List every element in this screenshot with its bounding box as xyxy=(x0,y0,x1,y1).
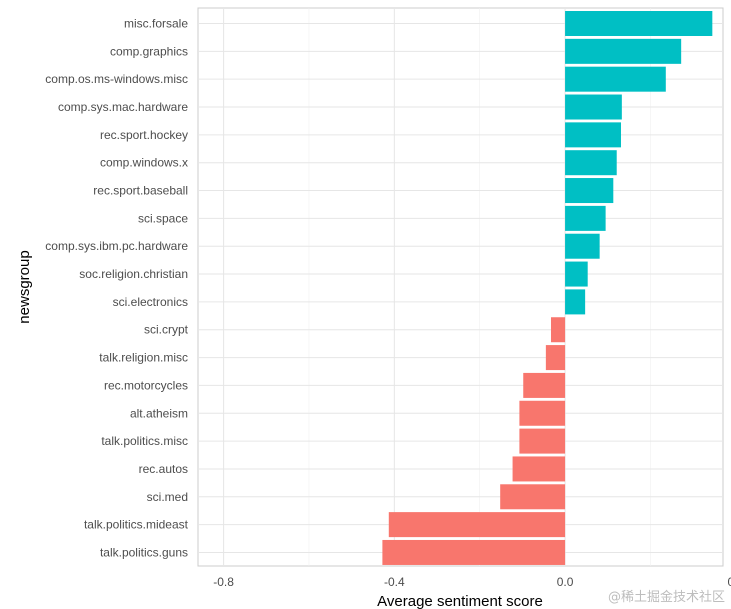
y-tick-label: sci.electronics xyxy=(113,295,188,309)
y-tick-label: rec.autos xyxy=(139,462,188,476)
y-tick-label: talk.politics.mideast xyxy=(84,518,189,532)
y-tick-label: talk.religion.misc xyxy=(99,351,188,365)
grid-lines xyxy=(198,8,723,566)
bar-comp.graphics xyxy=(565,38,682,64)
bar-rec.motorcycles xyxy=(523,372,566,398)
y-tick-label: comp.sys.mac.hardware xyxy=(58,100,188,114)
y-tick-label: soc.religion.christian xyxy=(79,267,188,281)
y-tick-label: talk.politics.misc xyxy=(101,434,188,448)
bar-alt.atheism xyxy=(519,400,566,426)
y-tick-label: rec.sport.hockey xyxy=(100,128,188,142)
bar-talk.religion.misc xyxy=(545,345,566,371)
y-tick-label: alt.atheism xyxy=(130,406,188,420)
bar-talk.politics.guns xyxy=(382,539,566,565)
watermark: @稀土掘金技术社区 xyxy=(607,590,725,605)
x-tick-label: -0.4 xyxy=(384,575,405,589)
bar-sci.med xyxy=(500,484,566,510)
y-tick-label: rec.sport.baseball xyxy=(93,184,188,198)
y-tick-label: talk.politics.guns xyxy=(100,545,188,559)
bar-misc.forsale xyxy=(565,11,713,36)
panel-background xyxy=(197,7,724,567)
y-tick-label: misc.forsale xyxy=(124,17,188,31)
y-tick-label: sci.med xyxy=(147,490,188,504)
y-tick-label: comp.sys.ibm.pc.hardware xyxy=(45,239,188,253)
bar-rec.autos xyxy=(512,456,566,482)
x-tick-label: -0.8 xyxy=(213,575,234,589)
bar-comp.os.ms-windows.misc xyxy=(565,66,666,92)
bars xyxy=(382,11,713,565)
bar-sci.electronics xyxy=(565,289,586,315)
bar-comp.sys.ibm.pc.hardware xyxy=(565,233,600,259)
y-tick-label: sci.space xyxy=(138,211,188,225)
bar-sci.crypt xyxy=(550,317,566,343)
x-tick-labels: -0.8 -0.4 0.0 0.4 xyxy=(213,575,731,589)
y-tick-label: rec.motorcycles xyxy=(104,378,188,392)
y-tick-label: comp.graphics xyxy=(110,44,188,58)
y-tick-labels: misc.forsale comp.graphics comp.os.ms-wind… xyxy=(45,17,188,560)
bar-soc.religion.christian xyxy=(565,261,588,287)
bar-sci.space xyxy=(565,205,606,231)
bar-comp.windows.x xyxy=(565,150,617,176)
bar-talk.politics.mideast xyxy=(388,512,566,538)
bar-talk.politics.misc xyxy=(519,428,566,454)
bar-comp.sys.mac.hardware xyxy=(565,94,622,120)
y-axis-title: newsgroup xyxy=(16,250,33,323)
y-tick-label: comp.windows.x xyxy=(100,156,188,170)
bar-rec.sport.baseball xyxy=(565,178,614,204)
x-axis-title: Average sentiment score xyxy=(377,593,543,609)
y-tick-label: comp.os.ms-windows.misc xyxy=(45,72,188,86)
x-tick-label: 0.0 xyxy=(557,575,574,589)
y-tick-label: sci.crypt xyxy=(144,323,189,337)
x-tick-label: 0.4 xyxy=(727,575,731,589)
bar-rec.sport.hockey xyxy=(565,122,621,148)
